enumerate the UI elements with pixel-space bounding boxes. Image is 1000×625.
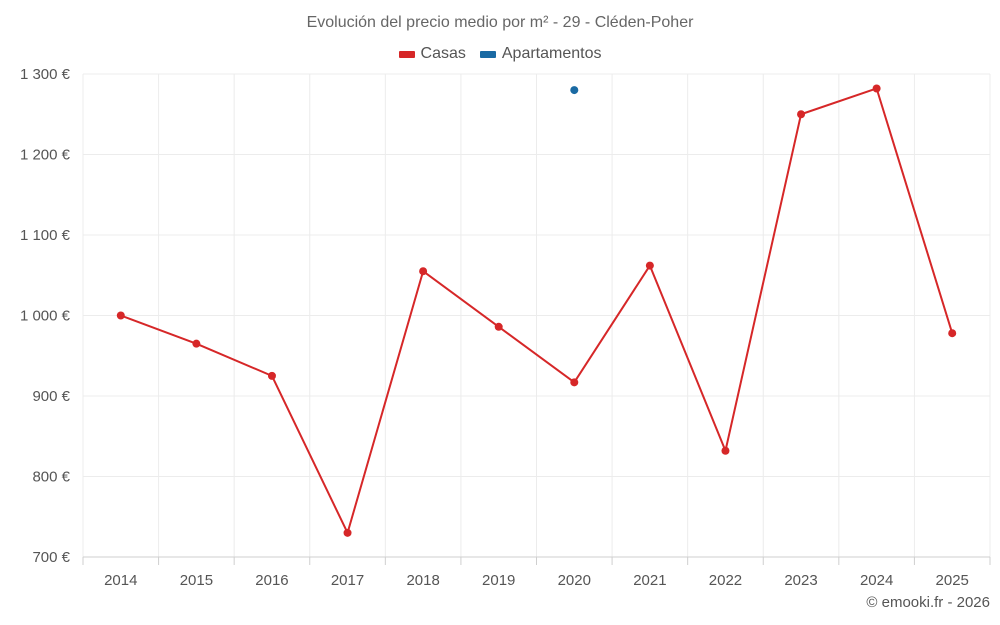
data-point-casas <box>343 528 352 537</box>
data-point-casas <box>570 378 579 387</box>
x-tick-label: 2025 <box>936 572 969 589</box>
x-tick-label: 2020 <box>558 572 591 589</box>
series-line-casas <box>120 87 954 534</box>
data-point-casas <box>721 446 730 455</box>
x-tick-label: 2022 <box>709 572 742 589</box>
x-tick-label: 2018 <box>406 572 439 589</box>
y-tick-label: 700 € <box>32 549 70 566</box>
x-tick-label: 2016 <box>255 572 288 589</box>
chart-title: Evolución del precio medio por m² - 29 -… <box>306 14 694 31</box>
x-tick-label: 2015 <box>180 572 213 589</box>
data-point-casas <box>872 84 881 93</box>
y-tick-label: 1 200 € <box>20 147 71 164</box>
data-point-casas <box>948 329 957 338</box>
x-tick-label: 2017 <box>331 572 364 589</box>
x-tick-label: 2023 <box>784 572 817 589</box>
y-tick-label: 1 300 € <box>20 66 71 83</box>
data-point-casas <box>267 371 276 380</box>
legend-item-apartamentos[interactable]: Apartamentos <box>479 45 602 63</box>
legend-label-casas: Casas <box>420 45 466 62</box>
data-point-casas <box>116 311 125 320</box>
y-tick-label: 1 100 € <box>20 227 71 244</box>
data-point-casas <box>494 322 503 331</box>
legend-swatch-apartamentos <box>479 50 496 58</box>
y-tick-label: 900 € <box>32 388 70 405</box>
legend-label-apartamentos: Apartamentos <box>501 45 602 62</box>
data-point-casas <box>797 110 806 119</box>
x-tick-label: 2021 <box>633 572 666 589</box>
y-tick-label: 800 € <box>32 469 70 486</box>
legend-swatch-casas <box>398 50 415 58</box>
legend: Casas Apartamentos <box>0 45 1000 63</box>
data-point-casas <box>192 339 201 348</box>
data-point-casas <box>419 267 428 276</box>
data-point-apartamentos <box>570 86 579 95</box>
x-tick-label: 2019 <box>482 572 515 589</box>
x-tick-label: 2024 <box>860 572 893 589</box>
x-tick-label: 2014 <box>104 572 137 589</box>
legend-item-casas[interactable]: Casas <box>398 45 466 63</box>
data-point-casas <box>645 261 654 270</box>
credit-text: © emooki.fr - 2026 <box>866 594 990 611</box>
y-tick-label: 1 000 € <box>20 308 71 325</box>
